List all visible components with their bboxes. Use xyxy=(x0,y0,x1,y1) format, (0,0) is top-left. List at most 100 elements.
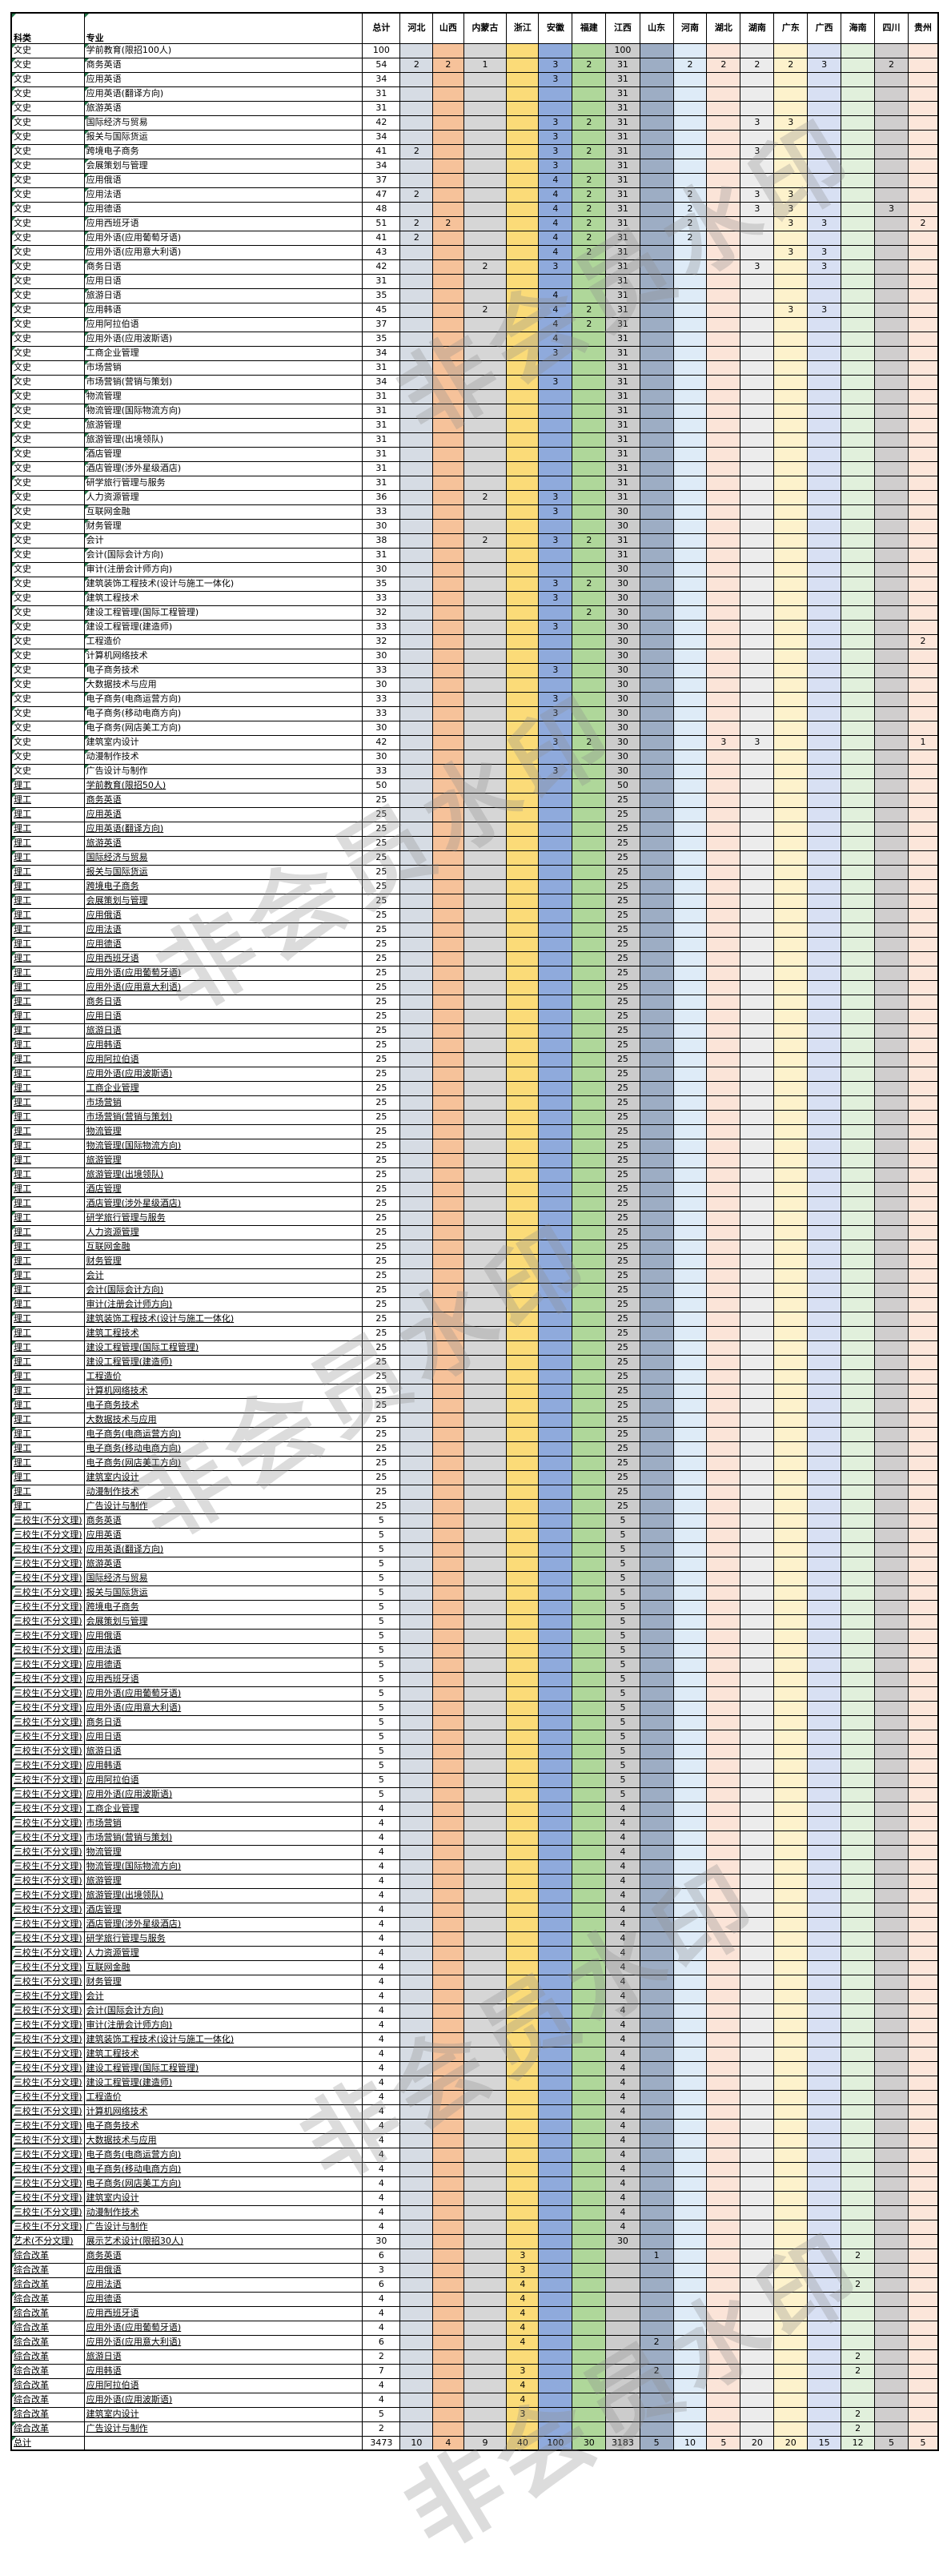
value-cell-海南 xyxy=(841,504,876,520)
value-cell-山东 xyxy=(639,1830,674,1846)
value-cell-江西: 31 xyxy=(605,532,640,549)
value-cell-江西: 31 xyxy=(605,287,640,303)
category-cell: 文史 xyxy=(10,57,85,73)
value-cell-山西 xyxy=(432,1988,464,2004)
value-cell-广东 xyxy=(773,432,809,448)
value-cell-四川 xyxy=(874,100,909,116)
value-cell-福建 xyxy=(572,1614,607,1630)
value-cell-广西 xyxy=(807,1282,842,1298)
value-cell-安徽 xyxy=(538,1109,573,1125)
value-cell-河北 xyxy=(399,850,434,866)
value-cell-山西 xyxy=(432,2017,464,2033)
value-cell-河北 xyxy=(399,2075,434,2091)
value-cell-江西: 25 xyxy=(605,1354,640,1370)
value-cell-安徽: 3 xyxy=(538,71,573,87)
table-row: 理工 酒店管理(涉外星级酒店) 25 25 xyxy=(10,1196,939,1212)
value-cell-四川 xyxy=(874,619,909,635)
value-cell-湖南 xyxy=(740,1282,775,1298)
total-cell: 25 xyxy=(362,1224,401,1240)
table-row: 理工 会计(国际会计方向) 25 25 xyxy=(10,1282,939,1298)
total-cell: 4 xyxy=(362,2075,401,2091)
value-cell-海南 xyxy=(841,2190,876,2206)
value-cell-广西 xyxy=(807,1931,842,1947)
value-cell-安徽 xyxy=(538,1095,573,1111)
value-cell-四川 xyxy=(874,2017,909,2033)
value-cell-广西 xyxy=(807,1268,842,1284)
value-cell-浙江 xyxy=(506,1080,540,1096)
value-cell-湖北 xyxy=(706,1210,741,1226)
value-cell-贵州 xyxy=(907,57,939,73)
value-cell-四川 xyxy=(874,1945,909,1961)
value-cell-安徽 xyxy=(538,821,573,837)
value-cell-江西: 30 xyxy=(605,2233,640,2249)
value-cell-贵州 xyxy=(907,1325,939,1341)
value-cell-河北 xyxy=(399,1859,434,1875)
value-cell-山西 xyxy=(432,850,464,866)
value-cell-福建 xyxy=(572,1224,607,1240)
value-cell-内蒙古 xyxy=(463,734,508,750)
value-cell-广东 xyxy=(773,2320,809,2336)
value-cell-浙江 xyxy=(506,893,540,909)
value-cell-山东 xyxy=(639,374,674,390)
table-row: 三校生(不分文理) 旅游管理 4 4 xyxy=(10,1873,939,1889)
value-cell-山西 xyxy=(432,2190,464,2206)
value-cell-内蒙古 xyxy=(463,1383,508,1399)
value-cell-广西 xyxy=(807,532,842,549)
value-cell-广东 xyxy=(773,2147,809,2163)
value-cell-山东 xyxy=(639,1599,674,1615)
province-column-header: 湖北 xyxy=(706,12,741,44)
value-cell-内蒙古 xyxy=(463,475,508,491)
value-cell-福建 xyxy=(572,2118,607,2134)
major-cell: 应用法语 xyxy=(83,2277,363,2293)
value-cell-河南 xyxy=(672,1368,708,1384)
value-cell-安徽: 3 xyxy=(538,734,573,750)
value-cell-湖南 xyxy=(740,1830,775,1846)
table-row: 文史 应用英语 34 3 31 xyxy=(10,71,939,87)
major-cell: 应用阿拉伯语 xyxy=(83,316,363,332)
value-cell-湖北: 2 xyxy=(706,57,741,73)
value-cell-浙江 xyxy=(506,691,540,707)
value-cell-广东 xyxy=(773,2176,809,2192)
value-cell-湖北 xyxy=(706,648,741,664)
value-cell-四川 xyxy=(874,936,909,952)
category-cell: 三校生(不分文理) xyxy=(10,2204,85,2220)
table-row: 三校生(不分文理) 旅游日语 5 5 xyxy=(10,1743,939,1759)
value-cell-湖南 xyxy=(740,1801,775,1817)
value-cell-安徽 xyxy=(538,1469,573,1485)
value-cell-四川 xyxy=(874,792,909,808)
value-cell-海南 xyxy=(841,1095,876,1111)
value-cell-贵州 xyxy=(907,1441,939,1457)
value-cell-内蒙古 xyxy=(463,1628,508,1644)
value-cell-广东 xyxy=(773,460,809,476)
value-cell-河南 xyxy=(672,374,708,390)
table-row: 综合改革 旅游日语 2 2 xyxy=(10,2349,939,2365)
category-cell: 文史 xyxy=(10,749,85,765)
value-cell-内蒙古 xyxy=(463,1469,508,1485)
value-cell-安徽 xyxy=(538,403,573,419)
value-cell-海南 xyxy=(841,2003,876,2019)
value-cell-四川 xyxy=(874,1614,909,1630)
value-cell-湖北 xyxy=(706,1527,741,1543)
value-cell-广西 xyxy=(807,1671,842,1687)
value-cell-湖南 xyxy=(740,619,775,635)
value-cell-内蒙古 xyxy=(463,1786,508,1802)
value-cell-河北 xyxy=(399,1008,434,1024)
category-cell: 文史 xyxy=(10,504,85,520)
value-cell-河北 xyxy=(399,1700,434,1716)
value-cell-山西: 4 xyxy=(432,2435,464,2451)
value-cell-内蒙古 xyxy=(463,1426,508,1442)
category-cell: 文史 xyxy=(10,691,85,707)
category-cell: 理工 xyxy=(10,936,85,952)
value-cell-江西: 25 xyxy=(605,1138,640,1154)
value-cell-山东 xyxy=(639,1469,674,1485)
value-cell-四川 xyxy=(874,821,909,837)
value-cell-四川 xyxy=(874,1441,909,1457)
value-cell-山西 xyxy=(432,1037,464,1053)
table-row: 理工 学前教育(限招50人) 50 50 xyxy=(10,778,939,794)
value-cell-河北 xyxy=(399,691,434,707)
value-cell-贵州: 2 xyxy=(907,215,939,231)
value-cell-内蒙古 xyxy=(463,1239,508,1255)
value-cell-贵州 xyxy=(907,994,939,1010)
value-cell-贵州 xyxy=(907,864,939,880)
value-cell-山西 xyxy=(432,1844,464,1860)
